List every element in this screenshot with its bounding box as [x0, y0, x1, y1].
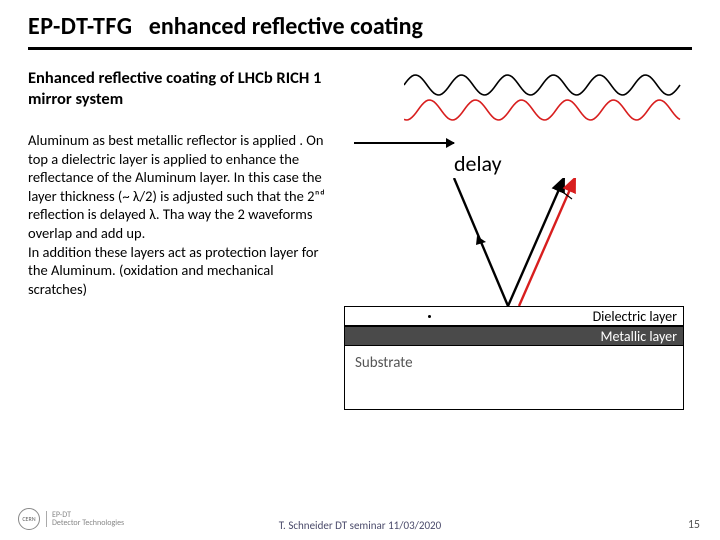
delay-arrow-icon	[354, 142, 454, 144]
footer: T. Schneider DT seminar 11/03/2020	[0, 519, 720, 532]
dielectric-layer: Dielectric layer	[344, 306, 684, 326]
substrate-layer: Substrate	[344, 346, 684, 410]
ray-entry-dot-icon	[428, 315, 431, 318]
slide-title: EP-DT-TFG enhanced reflective coating	[28, 12, 692, 45]
dielectric-label: Dielectric layer	[593, 308, 677, 325]
waveform-diagram	[404, 68, 694, 130]
delay-label: delay	[454, 150, 502, 177]
layer-stack: Dielectric layer Metallic layer Substrat…	[344, 306, 684, 410]
title-main: enhanced reflective coating	[149, 12, 423, 41]
left-column: Enhanced reflective coating of LHCb RICH…	[28, 68, 328, 448]
diagram: delay Dielectric layer Metallic layer Su…	[344, 68, 684, 448]
content-area: Enhanced reflective coating of LHCb RICH…	[28, 68, 692, 448]
body-text: Aluminum as best metallic reflector is a…	[28, 131, 328, 298]
footer-text: T. Schneider DT seminar 11/03/2020	[279, 519, 441, 532]
metallic-label: Metallic layer	[601, 328, 677, 345]
substrate-label: Substrate	[355, 354, 413, 372]
reflection-rays-diagram	[424, 178, 594, 308]
title-prefix: EP-DT-TFG	[28, 12, 133, 41]
slide: EP-DT-TFG enhanced reflective coating En…	[0, 0, 720, 540]
page-number: 15	[688, 518, 700, 532]
metallic-layer: Metallic layer	[344, 326, 684, 346]
title-underline	[28, 47, 692, 50]
subheading: Enhanced reflective coating of LHCb RICH…	[28, 68, 328, 109]
